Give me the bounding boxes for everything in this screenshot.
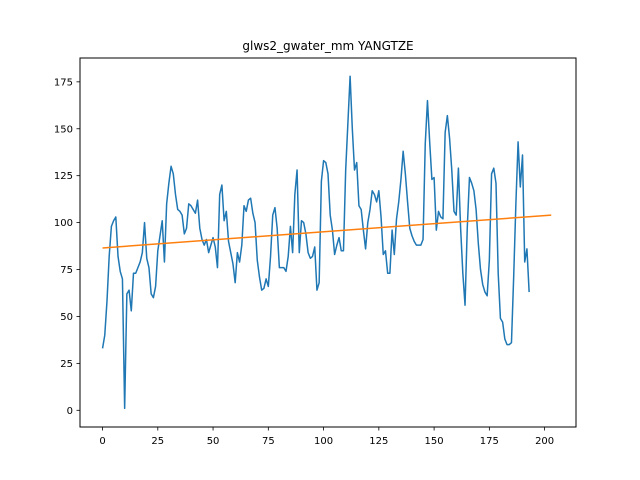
y-tick-label: 125 bbox=[54, 171, 73, 182]
y-tick-label: 175 bbox=[54, 77, 73, 88]
series-line-trend bbox=[102, 214, 552, 249]
y-tick-label: 150 bbox=[54, 124, 73, 135]
x-tick-label: 100 bbox=[314, 436, 333, 447]
x-tick-label: 50 bbox=[207, 436, 220, 447]
y-tick-label: 25 bbox=[60, 359, 73, 370]
series-line-data bbox=[101, 75, 530, 410]
x-tick-label: 200 bbox=[535, 436, 554, 447]
series-layer bbox=[101, 75, 552, 410]
y-tick-label: 100 bbox=[54, 218, 73, 229]
x-tick-label: 150 bbox=[425, 436, 444, 447]
x-tick-label: 175 bbox=[480, 436, 499, 447]
y-tick-label: 75 bbox=[60, 265, 73, 276]
x-tick-label: 25 bbox=[151, 436, 164, 447]
x-tick-label: 125 bbox=[369, 436, 388, 447]
x-tick-label: 75 bbox=[262, 436, 275, 447]
plot-frame bbox=[79, 57, 577, 428]
axes-layer: 0 25 50 75 100 125 150 175 200 0 25 50 75 100 125 150 17… bbox=[54, 77, 554, 447]
x-tick-label: 0 bbox=[99, 436, 105, 447]
chart-title: glws2_gwater_mm YANGTZE bbox=[242, 39, 413, 53]
y-tick-label: 50 bbox=[60, 312, 73, 323]
y-tick-label: 0 bbox=[67, 406, 73, 417]
